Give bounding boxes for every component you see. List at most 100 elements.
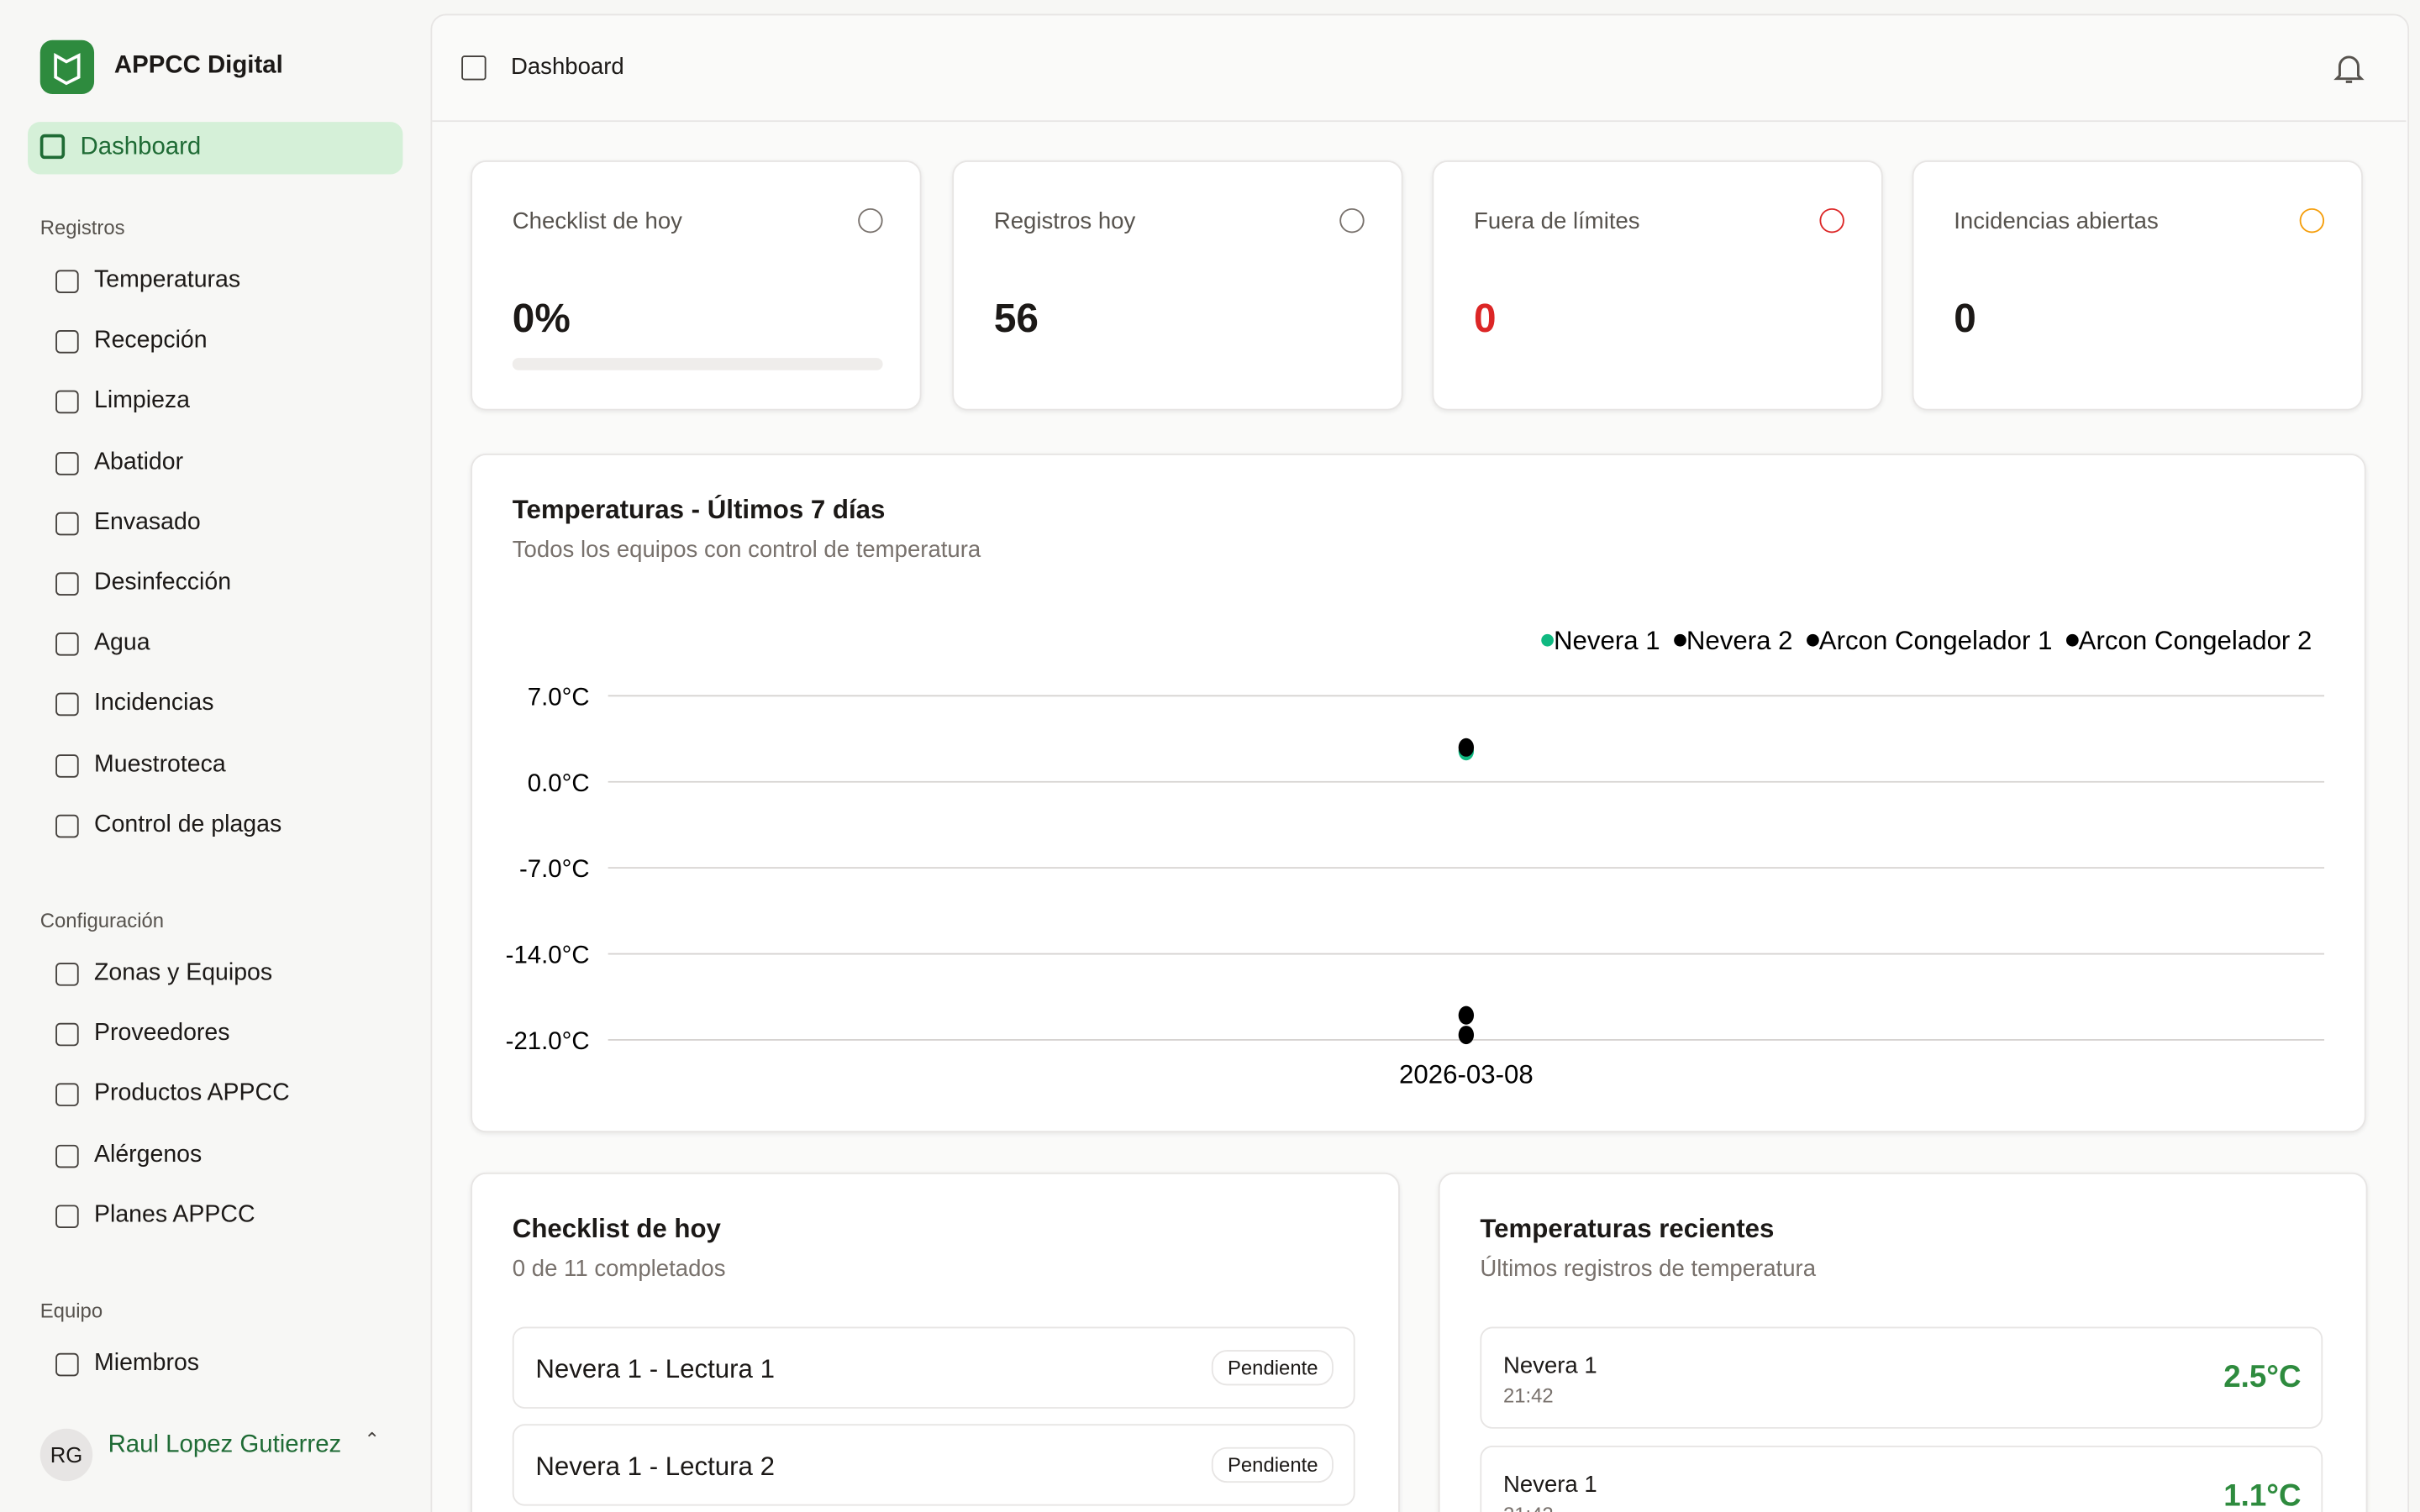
nav-icon	[55, 572, 79, 596]
recent-card: Temperaturas recientes Últimos registros …	[1438, 1172, 2368, 1512]
nav-item[interactable]: Incidencias	[94, 690, 214, 717]
y-tick-label: 7.0°C	[528, 683, 590, 711]
stat-card: Fuera de límites 0	[1432, 160, 1883, 411]
chevron[interactable]: ⌃	[364, 1428, 380, 1451]
header-bar	[432, 15, 2407, 123]
avatar: RG	[39, 1428, 93, 1482]
nav-icon	[55, 814, 79, 837]
checklist-item[interactable]: Nevera 1 - Lectura 1 Pendiente	[512, 1326, 1355, 1409]
nav-icon	[55, 633, 79, 656]
nav-item[interactable]: Miembros	[94, 1350, 200, 1377]
stat-card: Incidencias abiertas 0	[1912, 160, 2363, 411]
legend-label: Nevera 1	[1554, 626, 1660, 655]
nav-icon	[55, 270, 79, 293]
nav-group-title: Registros	[39, 216, 125, 239]
nav-item[interactable]: Agua	[94, 629, 150, 656]
item-value: 2.5°C	[2223, 1360, 2302, 1395]
nav-item[interactable]: Proveedores	[94, 1020, 230, 1047]
stat-icon	[1819, 207, 1844, 234]
stat-value: 56	[993, 294, 1039, 341]
nav-item[interactable]: Alérgenos	[94, 1141, 203, 1168]
stat-icon	[858, 207, 883, 234]
progress-track	[512, 358, 883, 370]
item-name: Nevera 1	[1502, 1472, 1597, 1499]
chart-subtitle: Todos los equipos con control de tempera…	[512, 537, 981, 564]
stat-label: Checklist de hoy	[512, 207, 682, 235]
chart-title: Temperaturas - Últimos 7 días	[512, 495, 886, 525]
x-tick-label: 2026-03-08	[1399, 1059, 1534, 1089]
legend-dot	[1807, 633, 1819, 647]
nav-icon	[55, 451, 79, 475]
nav-label[interactable]: Dashboard	[80, 134, 202, 161]
point	[1458, 1026, 1475, 1045]
legend-dot	[1674, 633, 1686, 647]
legend-label: Arcon Congelador 1	[1819, 626, 2053, 655]
status-badge: Pendiente	[1212, 1350, 1334, 1386]
nav-active[interactable]	[28, 122, 403, 175]
legend-label: Arcon Congelador 2	[2079, 626, 2312, 655]
checklist-card: Checklist de hoy 0 de 11 completados Never…	[471, 1172, 1400, 1512]
stat-label: Fuera de límites	[1474, 207, 1640, 235]
nav-item[interactable]: Muestroteca	[94, 750, 226, 777]
stat-icon	[1339, 207, 1365, 234]
stat-value: 0%	[512, 294, 571, 341]
nav-icon	[55, 753, 79, 777]
legend-label: Nevera 2	[1686, 626, 1793, 655]
stat-icon	[2299, 207, 2325, 234]
nav-item[interactable]: Productos APPCC	[94, 1080, 290, 1107]
nav-item[interactable]: Temperaturas	[94, 266, 241, 293]
nav-item[interactable]: Envasado	[94, 508, 201, 535]
nav-item[interactable]: Desinfección	[94, 569, 232, 596]
nav-icon	[55, 1144, 79, 1168]
nav-icon	[55, 1084, 79, 1107]
item-value: 1.1°C	[2223, 1479, 2302, 1512]
chart-card: 7.0°C 0.0°C -7.0°C -14.0°C -21.0°C 2026-03-08…	[471, 453, 2366, 1133]
nav-item[interactable]: Control de plagas	[94, 811, 282, 837]
app-name: APPCC Digital	[113, 52, 283, 79]
stat-value: 0	[1954, 294, 1976, 341]
point	[1458, 738, 1475, 757]
nav-icon	[55, 1352, 79, 1377]
y-tick-label: -21.0°C	[506, 1027, 590, 1055]
nav-icon	[55, 1023, 79, 1047]
item-name: Nevera 1	[1502, 1352, 1597, 1380]
nav-item[interactable]: Zonas y Equipos	[94, 959, 273, 986]
stat-card: Checklist de hoy 0%	[471, 160, 922, 411]
nav-group-title: Configuración	[39, 908, 165, 932]
nav-icon	[55, 512, 79, 535]
legend-dot	[2065, 633, 2079, 647]
stat-card: Registros hoy 56	[952, 160, 1403, 411]
bell[interactable]	[2330, 50, 2367, 87]
nav-icon	[55, 330, 79, 354]
nav-item[interactable]: Limpieza	[94, 387, 190, 414]
nav-icon	[55, 693, 79, 717]
checklist-item[interactable]: Nevera 1 - Lectura 2 Pendiente	[512, 1424, 1355, 1506]
nav-item[interactable]: Abatidor	[94, 448, 184, 475]
item-label: Nevera 1 - Lectura 1	[535, 1354, 775, 1384]
sidebar	[0, 0, 429, 1512]
logo	[39, 39, 95, 95]
card-subtitle: 0 de 11 completados	[512, 1256, 726, 1283]
recent-item: Nevera 1 21:42 1.1°C	[1480, 1445, 2323, 1512]
nav-icon	[55, 391, 79, 414]
y-tick-label: -7.0°C	[519, 855, 590, 883]
user-name[interactable]: Raul Lopez Gutierrez	[108, 1431, 342, 1458]
card-subtitle: Últimos registros de temperatura	[1480, 1256, 1817, 1283]
stat-label: Incidencias abiertas	[1954, 207, 2159, 235]
y-tick-label: -14.0°C	[506, 942, 590, 969]
recent-item: Nevera 1 21:42 2.5°C	[1480, 1326, 2323, 1429]
stat-value: 0	[1474, 294, 1497, 341]
page-title: Dashboard	[510, 54, 624, 81]
stat-label: Registros hoy	[993, 207, 1136, 235]
point	[1458, 1005, 1475, 1025]
item-time: 21:42	[1503, 1503, 1554, 1512]
card-title: Temperaturas recientes	[1480, 1214, 1775, 1244]
sidebar-toggle[interactable]	[461, 55, 487, 81]
nav-group-title: Equipo	[39, 1299, 103, 1323]
nav-item[interactable]: Recepción	[94, 327, 208, 354]
nav-item[interactable]: Planes APPCC	[94, 1201, 255, 1228]
chart: 7.0°C 0.0°C -7.0°C -14.0°C -21.0°C 2026-03-08…	[506, 626, 2325, 1089]
card-title: Checklist de hoy	[512, 1214, 721, 1244]
